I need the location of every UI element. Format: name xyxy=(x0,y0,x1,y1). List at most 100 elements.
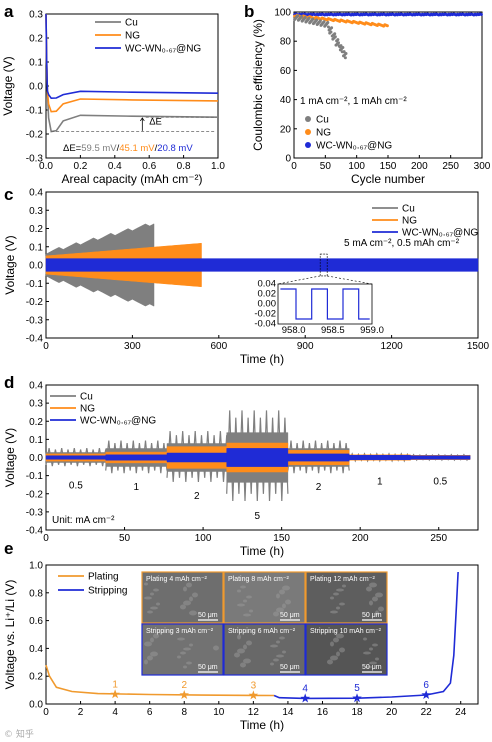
panel-e-legend-label: Plating xyxy=(88,572,119,583)
panel-d-legend-label: NG xyxy=(80,404,95,415)
panel-e-micrograph-texture xyxy=(213,645,219,651)
watermark: © 知乎 xyxy=(4,730,34,740)
panel-e-micrograph-texture xyxy=(237,589,241,593)
panel-b-xtick-label: 300 xyxy=(474,161,491,172)
panel-b-legend-label: NG xyxy=(316,128,331,139)
panel-c-inset-ytick: 0.04 xyxy=(258,279,277,290)
panel-d-ytick-label: 0.1 xyxy=(29,435,43,446)
panel-c-zoom-line-right xyxy=(327,275,373,285)
panel-c-inset-xtick: 958.0 xyxy=(282,325,306,336)
panel-b-point-cu xyxy=(339,44,343,48)
panel-b-ytick-label: 0 xyxy=(285,154,291,165)
panel-d-legend-label: WC-WN₀.₆₇@NG xyxy=(80,416,156,427)
panel-e-marker-label: 6 xyxy=(423,680,429,691)
panel-d-xtick-label: 200 xyxy=(352,533,369,544)
panel-d-series-2-band xyxy=(287,453,350,462)
panel-e-micrograph-6 xyxy=(305,623,388,676)
panel-e-micrograph-texture xyxy=(333,592,339,596)
panel-a-dE-part: / xyxy=(155,143,158,154)
panel-e-micrograph-texture xyxy=(369,600,373,606)
panel-c-xtick-label: 1500 xyxy=(467,341,490,352)
panel-e-micrograph-texture xyxy=(378,606,384,612)
panel-b-point-cu xyxy=(300,15,304,19)
panel-b-xtick-label: 150 xyxy=(380,161,397,172)
panel-b-point-cu xyxy=(307,16,311,20)
panel-d-xtick-label: 100 xyxy=(195,533,212,544)
panel-d-series-2-band xyxy=(45,455,106,460)
panel-c-xtick-label: 600 xyxy=(210,341,227,352)
panel-a-ytick-label: 0.0 xyxy=(29,82,43,93)
panel-b-xtick-label: 50 xyxy=(320,161,332,172)
panel-d-rate-label: 1 xyxy=(134,482,140,493)
panel-e-micrograph-texture xyxy=(246,595,252,599)
panel-e-label: e xyxy=(4,539,13,558)
panel-e-marker-star xyxy=(300,693,310,703)
panel-e-micrograph-texture xyxy=(147,655,153,661)
panel-e-micrograph-texture xyxy=(243,613,251,617)
panel-e-xtick-label: 2 xyxy=(78,707,84,718)
panel-d-ytick-label: 0.2 xyxy=(29,417,43,428)
panel-e-micrograph-texture xyxy=(339,647,345,653)
panel-a-ytick-label: 0.2 xyxy=(29,34,43,45)
panel-e-micrograph-texture xyxy=(285,599,291,605)
panel-e-micrograph-texture xyxy=(330,596,334,600)
panel-e-micrograph-texture xyxy=(276,640,280,644)
panel-d-rate-label: 1 xyxy=(377,477,383,488)
panel-c-inset-ytick: 0.02 xyxy=(258,289,277,300)
panel-e-micrograph-scale: 50 μm xyxy=(280,612,300,619)
panel-e-micrograph-texture xyxy=(279,589,285,595)
panel-e-ytick-label: 0.2 xyxy=(29,672,43,683)
panel-b-point-cu xyxy=(322,20,326,24)
panel-d-rate-label: 2 xyxy=(316,482,322,493)
panel-c-xtick-label: 900 xyxy=(297,341,314,352)
panel-c-label: c xyxy=(4,185,13,204)
panel-e-micrograph-texture xyxy=(273,658,279,662)
panel-e-micrograph-2 xyxy=(223,571,306,624)
panel-e-ytick-label: 1.0 xyxy=(29,561,43,572)
panel-e-ytick-label: 0.6 xyxy=(29,616,43,627)
panel-b-condition: 1 mA cm⁻², 1 mAh cm⁻² xyxy=(300,96,407,107)
panel-d-unit-note: Unit: mA cm⁻² xyxy=(52,515,115,526)
panel-e-micrograph-texture xyxy=(336,633,344,639)
panel-c-legend-label: WC-WN₀.₆₇@NG xyxy=(402,228,478,239)
panel-c-condition: 5 mA cm⁻², 0.5 mAh cm⁻² xyxy=(344,238,460,249)
panel-e-micrograph-texture xyxy=(375,592,383,598)
panel-b-xtick-label: 200 xyxy=(411,161,428,172)
panel-e-ytick-label: 0.8 xyxy=(29,588,43,599)
panel-e-micrograph-texture xyxy=(276,607,284,613)
panel-e-micrograph-texture xyxy=(372,596,378,602)
panel-b-legend-marker xyxy=(305,142,311,148)
panel-c-xtick-label: 0 xyxy=(43,341,49,352)
panel-b-ytick-label: 100 xyxy=(274,8,291,19)
panel-e-marker-label: 1 xyxy=(112,679,118,690)
panel-d-series-2-band xyxy=(166,452,227,463)
panel-e-xtick-label: 20 xyxy=(386,707,398,718)
panel-e-micrograph-texture xyxy=(150,637,154,643)
panel-e-micrograph-texture xyxy=(147,610,153,614)
panel-e-micrograph-texture xyxy=(240,585,246,589)
panel-c-xlabel: Time (h) xyxy=(240,352,284,366)
panel-e-ytick-label: 0.0 xyxy=(29,700,43,711)
panel-d-xtick-label: 0 xyxy=(43,533,49,544)
panel-d-ytick-label: 0.4 xyxy=(29,381,43,392)
panel-e-micrograph-texture xyxy=(237,603,245,607)
panel-c-ytick-label: -0.4 xyxy=(26,334,44,345)
panel-a-ytick-label: -0.1 xyxy=(26,106,44,117)
panel-a-dE-part: ΔE= xyxy=(63,143,82,154)
panel-e-micrograph-texture xyxy=(177,655,181,659)
panel-b-ytick-label: 40 xyxy=(280,95,292,106)
panel-d-ytick-label: 0.0 xyxy=(29,453,43,464)
panel-b-point-cu xyxy=(318,19,322,23)
panel-e-micrograph-texture xyxy=(366,586,372,592)
panel-e-xtick-label: 12 xyxy=(248,707,260,718)
panel-e-micrograph-texture xyxy=(336,588,344,592)
panel-e-micrograph-texture xyxy=(189,596,193,602)
panel-d-xtick-label: 50 xyxy=(119,533,131,544)
panel-e-frame xyxy=(45,564,479,705)
panel-c-ytick-label: -0.3 xyxy=(26,315,44,326)
panel-e-xtick-label: 22 xyxy=(421,707,433,718)
panel-b-ytick-label: 20 xyxy=(280,124,292,135)
panel-b-label: b xyxy=(244,2,254,21)
panel-c-zoom-line-left xyxy=(277,275,321,285)
panel-e-micrograph-scale: 50 μm xyxy=(362,664,382,671)
